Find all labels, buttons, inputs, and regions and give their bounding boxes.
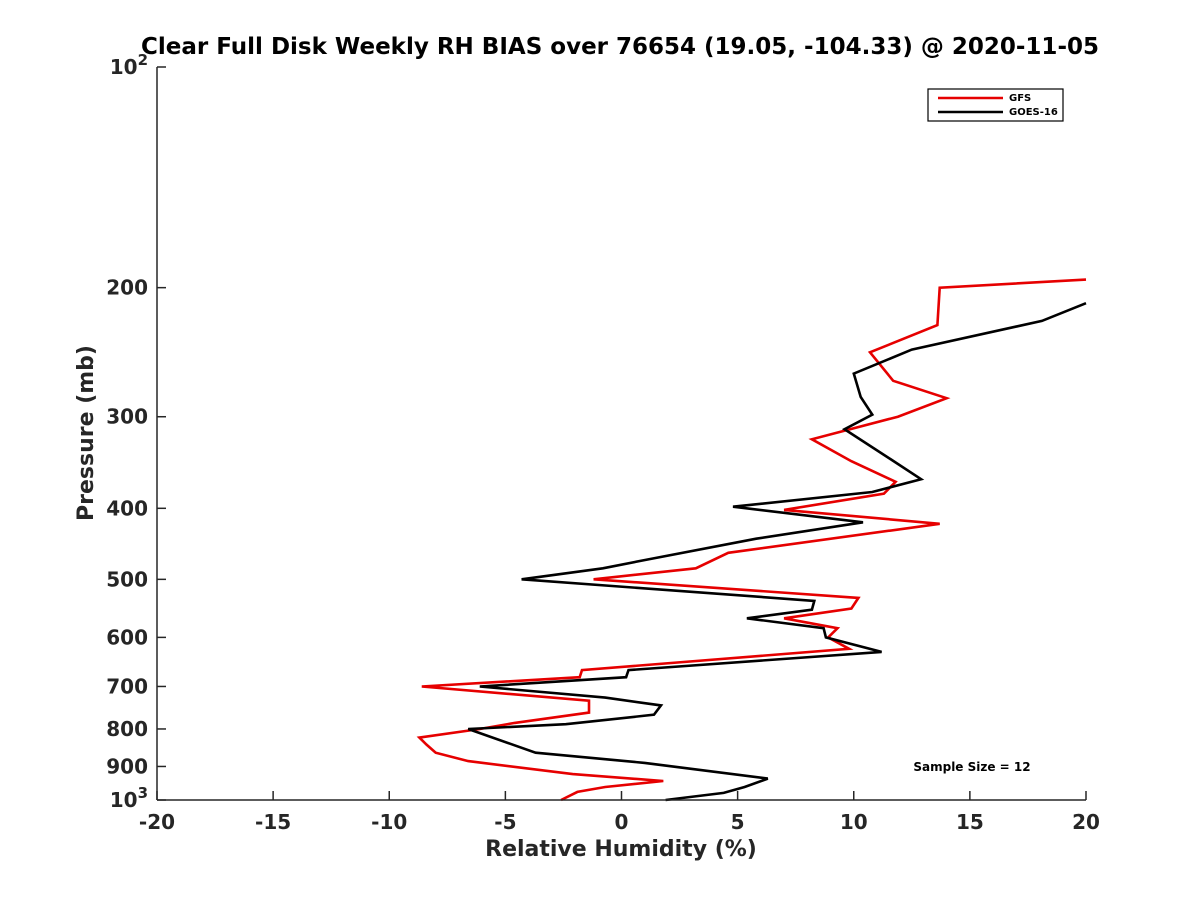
legend-box <box>927 88 1064 122</box>
y-tick-label: 400 <box>106 496 148 520</box>
y-tick-label: 300 <box>106 405 148 429</box>
plot-lines <box>416 278 1087 802</box>
x-tick-label: -5 <box>494 810 516 834</box>
legend: GFS GOES-16 <box>927 88 1064 122</box>
x-tick-label: 0 <box>615 810 629 834</box>
series-line-gfs <box>416 278 1087 802</box>
x-ticks: -20 -15 -10 -5 0 5 10 15 20 <box>139 791 1100 834</box>
x-tick-label: -10 <box>371 810 407 834</box>
x-tick-label: -15 <box>255 810 291 834</box>
y-tick-label: 900 <box>106 754 148 778</box>
x-tick-label: 20 <box>1072 810 1100 834</box>
x-tick-label: -20 <box>139 810 175 834</box>
series-line-goes16 <box>467 301 1087 802</box>
y-tick-label: 600 <box>106 625 148 649</box>
x-axis-label: Relative Humidity (%) <box>485 837 757 862</box>
y-tick-label: 500 <box>106 567 148 591</box>
sample-size-annotation: Sample Size = 12 <box>913 760 1030 774</box>
y-ticks: 102 200 300 400 500 600 700 800 900 103 <box>106 51 166 812</box>
y-tick-label: 102 <box>110 51 148 79</box>
legend-label-gfs: GFS <box>1009 93 1031 104</box>
y-tick-label: 700 <box>106 674 148 698</box>
y-axis-label: Pressure (mb) <box>74 345 99 521</box>
x-tick-label: 10 <box>840 810 868 834</box>
x-tick-label: 15 <box>956 810 984 834</box>
y-tick-label: 200 <box>106 276 148 300</box>
y-tick-label: 800 <box>106 717 148 741</box>
legend-label-goes16: GOES-16 <box>1009 107 1058 118</box>
chart-title: Clear Full Disk Weekly RH BIAS over 7665… <box>141 34 1099 60</box>
x-tick-label: 5 <box>731 810 745 834</box>
y-tick-label: 103 <box>110 784 148 812</box>
